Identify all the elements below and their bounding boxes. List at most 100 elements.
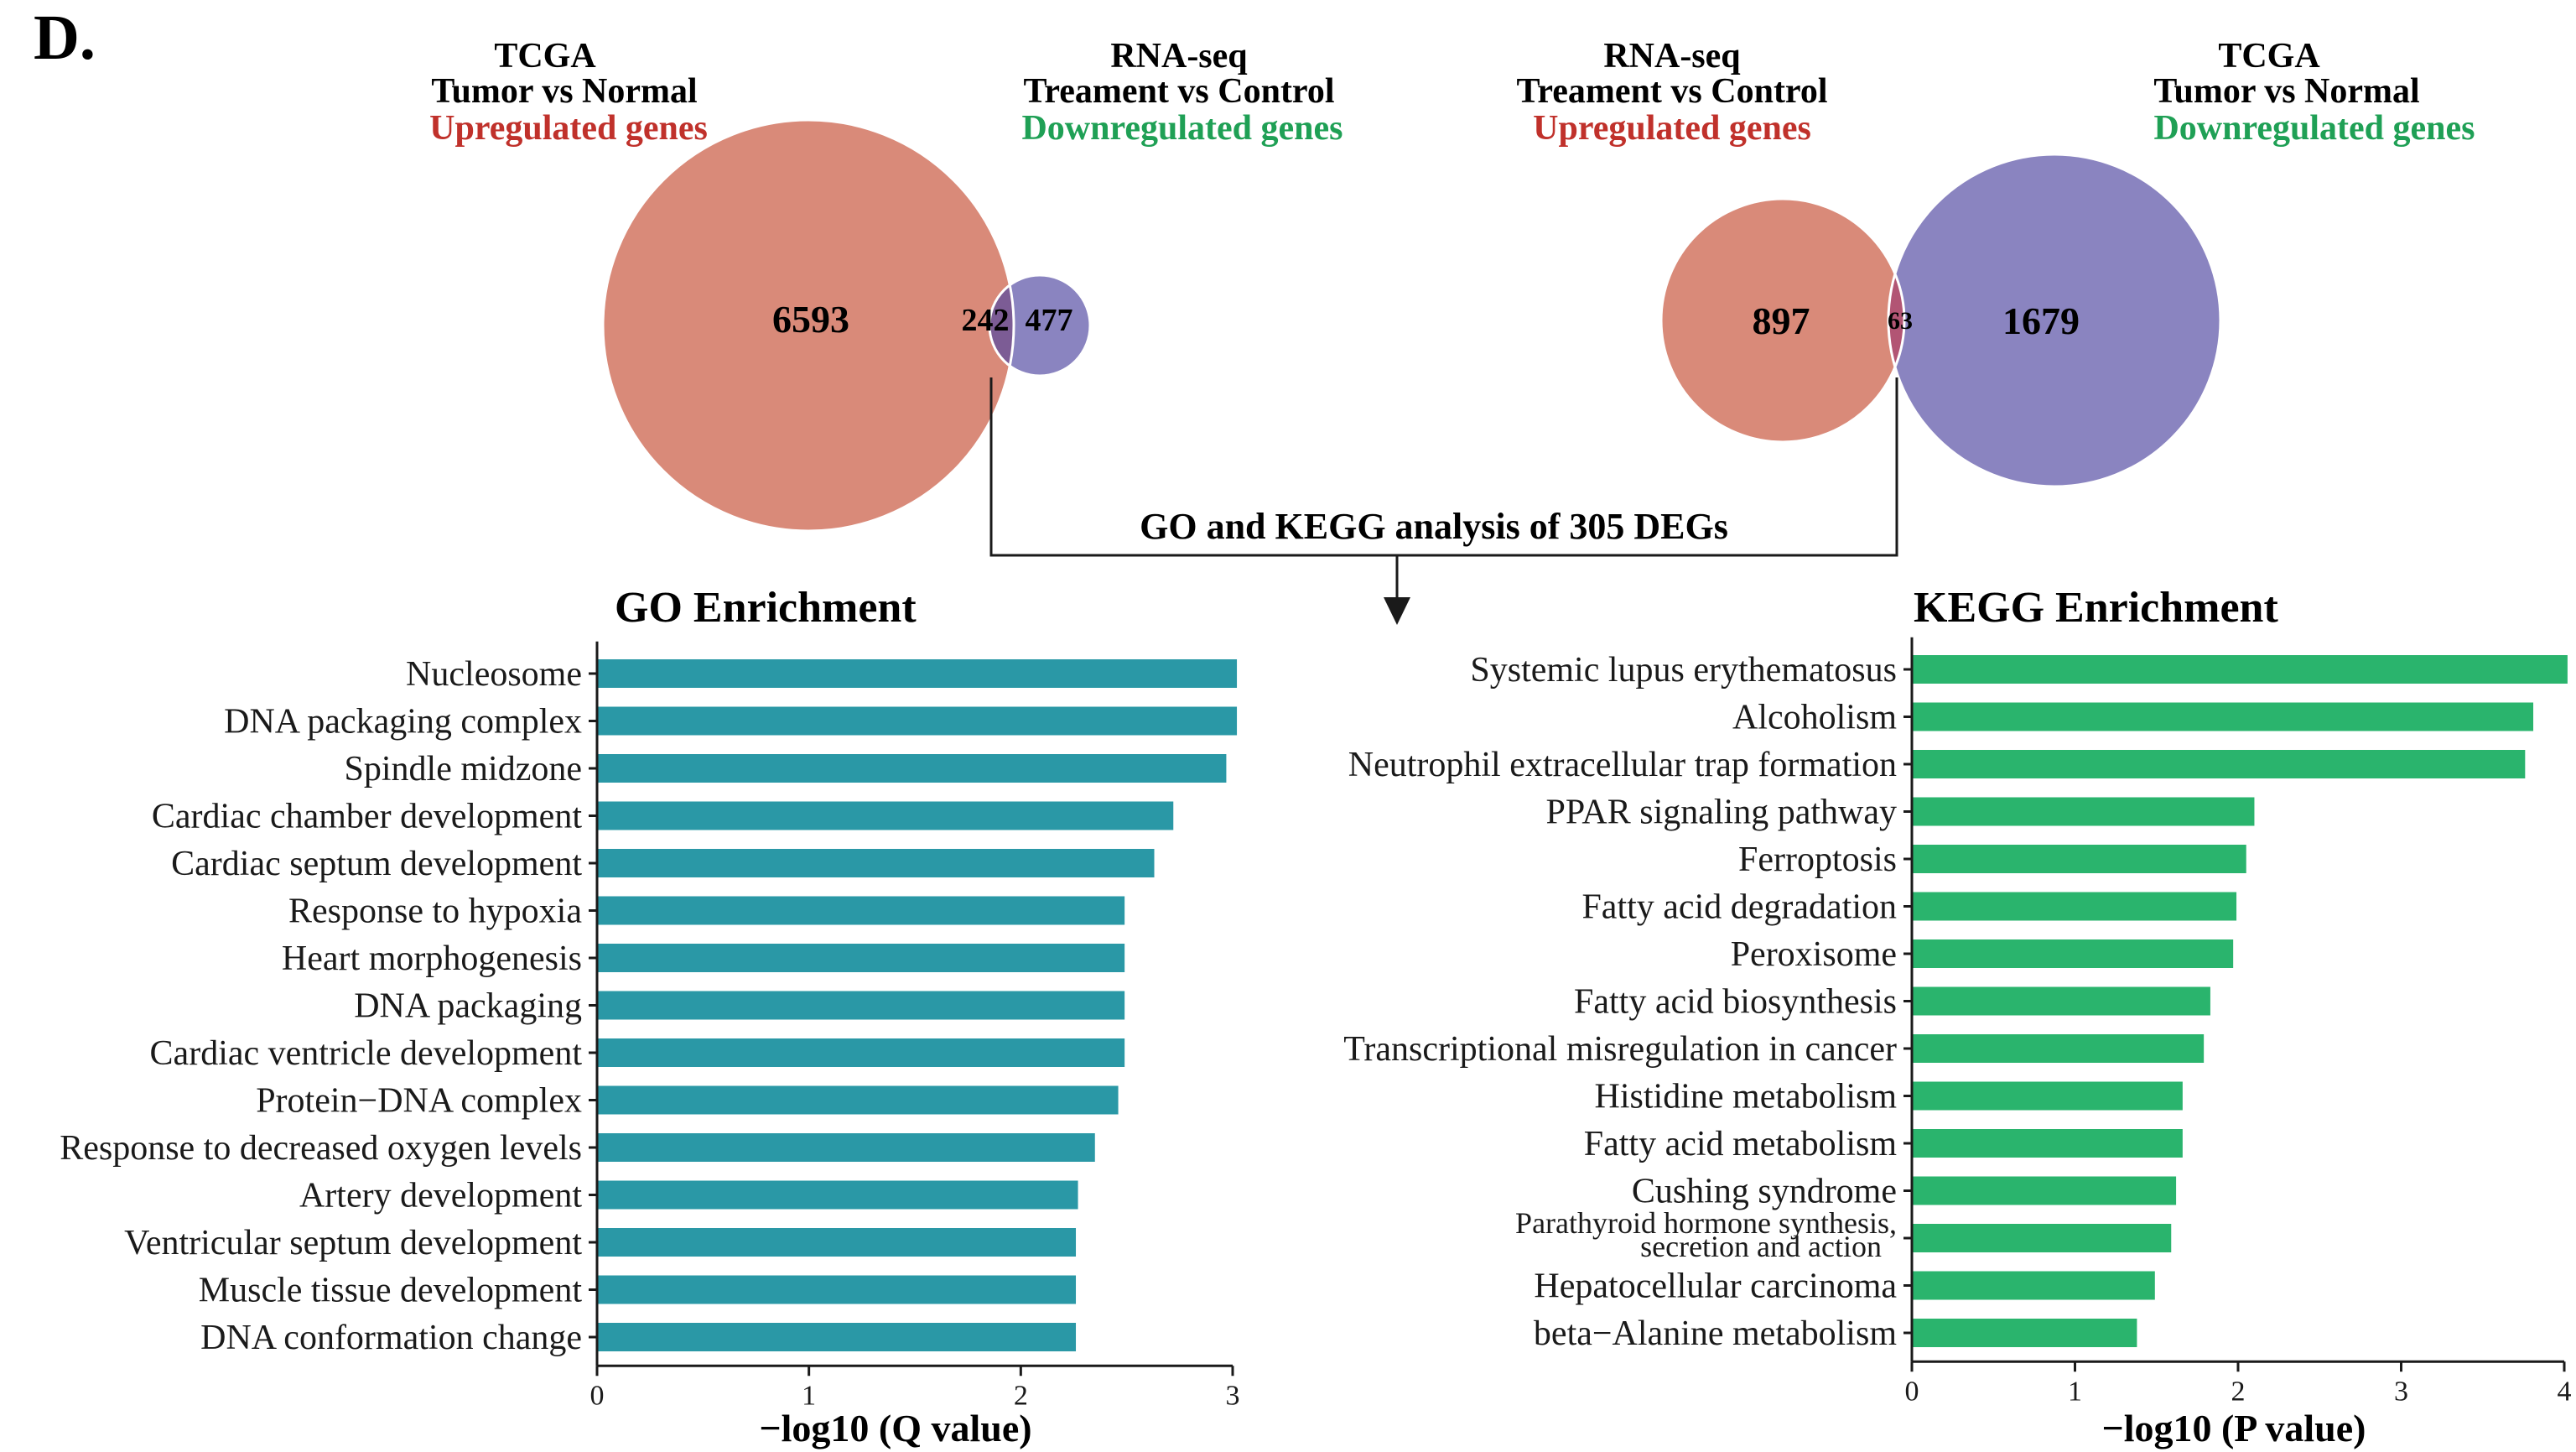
go-category-label: Protein−DNA complex (256, 1082, 582, 1121)
venn-right-set-b-line3: Downregulated genes (2153, 109, 2475, 148)
venn-left-set-a-title: TCGA Tumor vs Normal Upregulated genes (429, 37, 708, 148)
venn-right-circle-a-outline (1659, 197, 1906, 444)
go-bar (597, 1133, 1095, 1162)
go-category-label: DNA packaging (354, 987, 582, 1026)
venn-right-set-b-line2: Tumor vs Normal (2153, 72, 2419, 111)
go-x-tick-label: 3 (1226, 1380, 1240, 1411)
kegg-bar (1912, 1081, 2183, 1111)
kegg-bars (1912, 655, 2568, 1347)
venn-right-set-a-line3: Upregulated genes (1533, 109, 1811, 148)
venn-left-circle-a-outline (601, 118, 1015, 533)
venn-left-circle-a (603, 120, 1014, 531)
go-category-label: Spindle midzone (345, 750, 582, 788)
kegg-x-tick-label: 4 (2558, 1376, 2572, 1407)
go-category-label: Heart morphogenesis (282, 939, 582, 978)
go-x-tick-label: 0 (590, 1380, 605, 1411)
go-category-label: Cardiac septum development (171, 845, 582, 883)
venn-right-set-b-line1: TCGA (2218, 37, 2320, 75)
kegg-bar (1912, 750, 2526, 778)
connector-line (989, 377, 1898, 557)
venn-left-set-a-line1: TCGA (494, 37, 596, 75)
go-category-label: Cardiac chamber development (152, 798, 582, 836)
kegg-bar (1912, 939, 2234, 968)
kegg-bar (1912, 1271, 2155, 1300)
go-chart: GO Enrichment Nucleosome DNA packaging co… (60, 584, 1239, 1449)
kegg-x-tick-label: 2 (2231, 1376, 2246, 1407)
venn-left-circle-b-outline (988, 273, 1092, 377)
kegg-chart: KEGG Enrichment Systemic lupus erythemat… (1343, 584, 2571, 1449)
venn-right-count-a: 897 (1753, 299, 1810, 342)
go-bar (597, 1085, 1119, 1115)
go-bar (597, 1275, 1077, 1304)
go-category-label: DNA packaging complex (224, 703, 582, 742)
go-bar (597, 1180, 1078, 1210)
go-chart-title: GO Enrichment (615, 584, 917, 632)
venn-right-count-overlap: 63 (1888, 307, 1913, 335)
connector-label: GO and KEGG analysis of 305 DEGs (1140, 506, 1728, 547)
kegg-category-labels: Systemic lupus erythematosus Alcoholism Ne… (1343, 651, 1897, 1353)
go-bar (597, 754, 1227, 783)
venn-left-set-b-line2: Treament vs Control (1024, 72, 1335, 111)
kegg-category-label: Fatty acid metabolism (1584, 1125, 1898, 1163)
kegg-category-label: Ferroptosis (1738, 840, 1897, 879)
kegg-category-label: Fatty acid degradation (1581, 888, 1897, 927)
venn-right-set-a-line1: RNA-seq (1603, 37, 1740, 75)
kegg-x-tick-label: 0 (1905, 1376, 1919, 1407)
venn-left-circle-b (989, 275, 1090, 376)
kegg-x-tick-label: 1 (2068, 1376, 2082, 1407)
go-category-label: Nucleosome (406, 655, 582, 694)
venn-left-set-b-line3: Downregulated genes (1021, 109, 1343, 148)
go-bars (597, 659, 1238, 1351)
kegg-bar (1912, 797, 2255, 826)
venn-left-set-a-line3: Upregulated genes (429, 109, 708, 148)
kegg-axes: 0 1 2 3 4 (1903, 637, 2572, 1407)
venn-left-set-b-line1: RNA-seq (1110, 37, 1247, 75)
go-bar (597, 849, 1155, 877)
kegg-bar (1912, 1034, 2205, 1063)
panel-label: D. (34, 3, 96, 73)
go-axes: 0 1 2 3 (589, 641, 1240, 1411)
venn-right-circle-b-outline (1887, 153, 2222, 488)
kegg-category-label: PPAR signaling pathway (1546, 794, 1897, 832)
kegg-x-axis-label: −log10 (P value) (2102, 1407, 2366, 1449)
go-x-tick-label: 1 (802, 1380, 816, 1411)
kegg-bar (1912, 986, 2210, 1016)
connector-arrowhead (1384, 597, 1410, 625)
venn-right-set-b-title: TCGA Tumor vs Normal Downregulated genes (2153, 37, 2475, 148)
kegg-bar (1912, 845, 2246, 873)
venn-left-count-overlap: 242 (962, 303, 1010, 338)
kegg-bar (1912, 1224, 2172, 1252)
kegg-bar (1912, 1129, 2183, 1158)
kegg-category-label: Parathyroid hormone synthesis, secretion … (1515, 1206, 1897, 1263)
go-x-tick-label: 2 (1014, 1380, 1028, 1411)
kegg-bar (1912, 1176, 2177, 1205)
venn-left-set-a-line2: Tumor vs Normal (431, 72, 697, 111)
kegg-category-label: Peroxisome (1731, 935, 1897, 974)
venn-left: TCGA Tumor vs Normal Upregulated genes R… (429, 37, 1343, 533)
kegg-category-label: beta−Alanine metabolism (1534, 1314, 1897, 1353)
kegg-category-label: Alcoholism (1732, 699, 1897, 737)
go-category-label: Response to hypoxia (288, 893, 582, 931)
kegg-category-label: Fatty acid biosynthesis (1574, 983, 1897, 1022)
go-bar (597, 1228, 1077, 1257)
kegg-bar (1912, 655, 2568, 684)
go-category-labels: Nucleosome DNA packaging complex Spindle m… (60, 655, 582, 1357)
venn-right-circle-b (1888, 154, 2220, 487)
go-category-label: DNA conformation change (200, 1319, 582, 1357)
venn-right-circle-a (1661, 199, 1904, 442)
go-category-label: Muscle tissue development (199, 1272, 583, 1310)
kegg-category-label: Systemic lupus erythematosus (1470, 651, 1897, 690)
kegg-category-label: Histidine metabolism (1595, 1078, 1898, 1116)
go-category-label: Artery development (299, 1177, 582, 1215)
go-category-label: Cardiac ventricle development (150, 1034, 583, 1073)
kegg-category-label: Neutrophil extracellular trap formation (1348, 746, 1897, 784)
venn-right-count-b: 1679 (2002, 299, 2080, 342)
go-category-label: Response to decreased oxygen levels (60, 1129, 582, 1168)
go-bar (597, 896, 1125, 925)
go-x-axis-label: −log10 (Q value) (759, 1407, 1031, 1449)
go-bar (597, 944, 1125, 972)
go-bar (597, 706, 1238, 736)
kegg-bar (1912, 892, 2237, 921)
kegg-bar (1912, 1319, 2137, 1347)
